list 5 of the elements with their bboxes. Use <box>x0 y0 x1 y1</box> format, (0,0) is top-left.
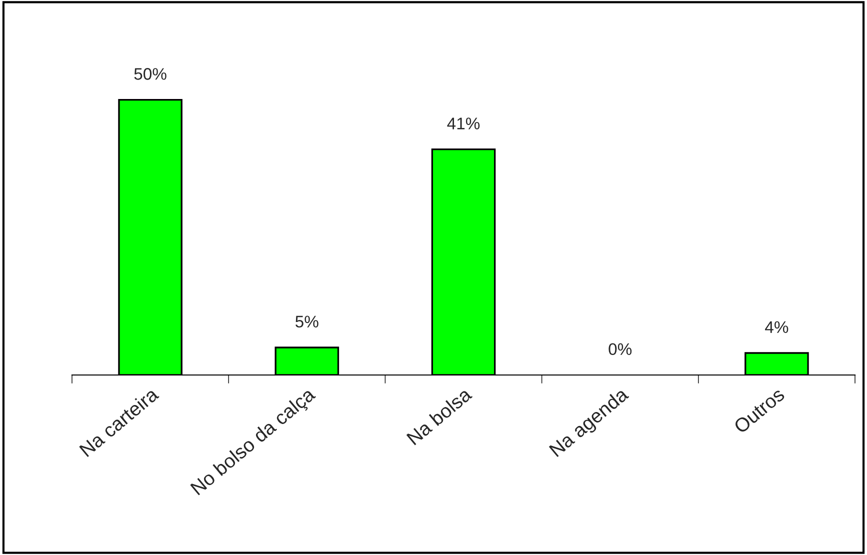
data-label: 50% <box>134 68 166 80</box>
data-label: 5% <box>296 316 318 328</box>
data-label: 41% <box>447 118 480 130</box>
data-label: 4% <box>765 321 788 333</box>
data-label: 0% <box>608 343 632 356</box>
